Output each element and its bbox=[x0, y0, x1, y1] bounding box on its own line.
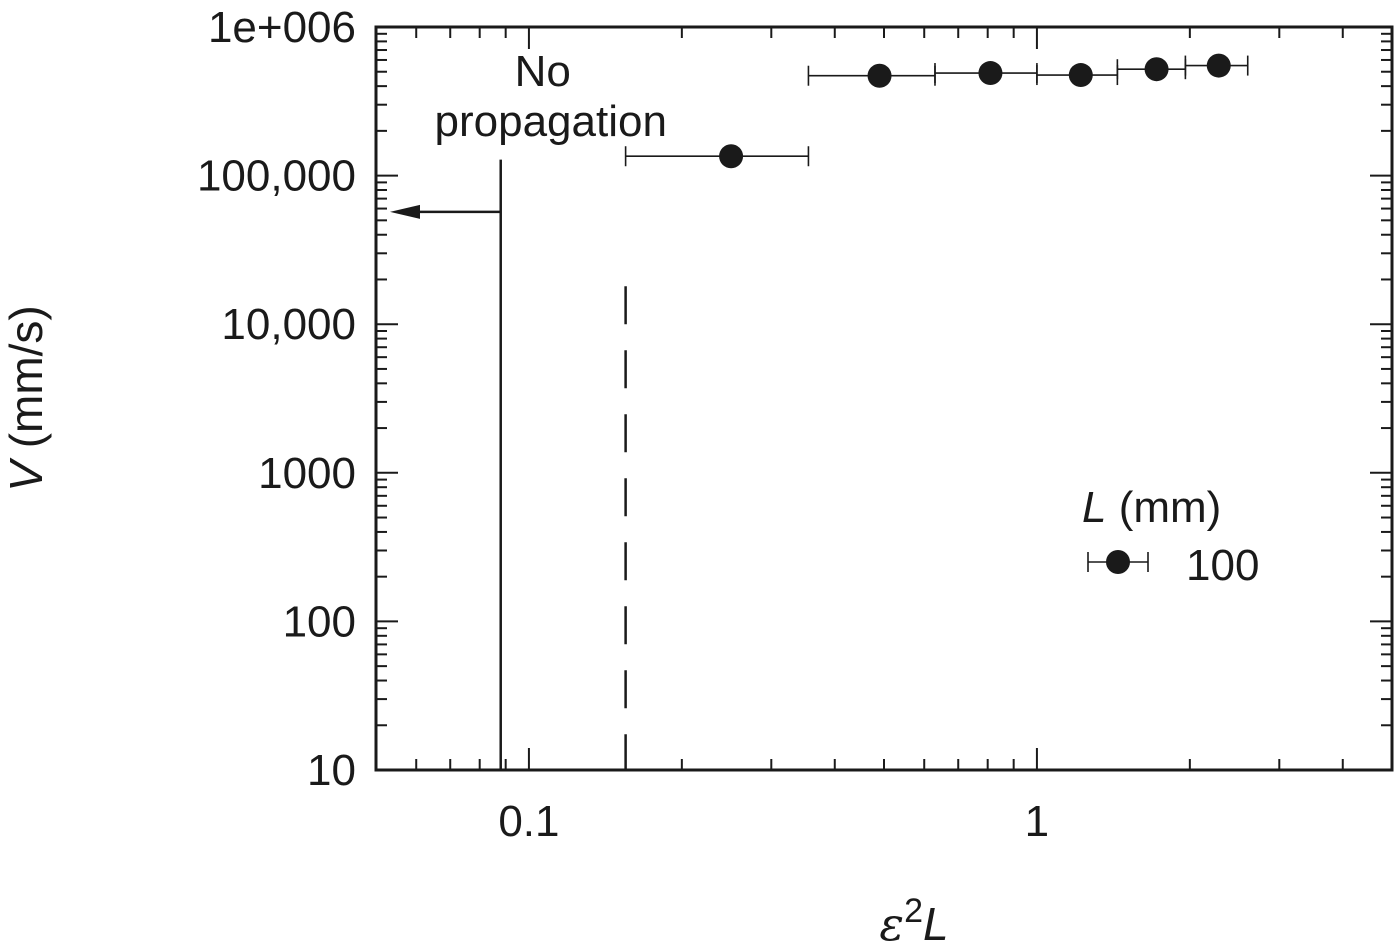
y-axis-label: V (mm/s) bbox=[0, 305, 52, 492]
x-axis-label-sup: 2 bbox=[904, 892, 923, 930]
legend-marker bbox=[1106, 550, 1130, 574]
data-marker bbox=[867, 63, 892, 88]
y-axis-label-unit: (mm/s) bbox=[0, 305, 52, 461]
y-tick-label: 1e+006 bbox=[208, 3, 356, 52]
plot-frame bbox=[374, 25, 1394, 772]
data-marker bbox=[978, 61, 1003, 86]
y-tick-label: 100 bbox=[283, 597, 356, 646]
data-point bbox=[807, 63, 936, 88]
x-axis-label-symbol: ε bbox=[879, 897, 904, 950]
y-tick-label: 10,000 bbox=[221, 300, 356, 349]
data-point bbox=[1184, 53, 1249, 78]
x-tick-label: 0.1 bbox=[498, 797, 559, 846]
data-marker bbox=[1068, 63, 1093, 88]
data-point bbox=[1036, 63, 1119, 88]
data-point bbox=[934, 61, 1038, 86]
data-marker bbox=[719, 144, 744, 169]
legend: L (mm) 100 bbox=[1082, 483, 1259, 590]
legend-title-var: L bbox=[1082, 483, 1106, 532]
data-point bbox=[624, 144, 810, 169]
y-tick-label: 1000 bbox=[258, 449, 356, 498]
y-axis-label-var: V bbox=[0, 457, 52, 492]
data-point bbox=[1116, 57, 1187, 82]
no-propagation-line1: No bbox=[515, 47, 571, 96]
tick-layer: 0.1 1 10 100 1000 10,000 100,000 1e+006 bbox=[197, 3, 1393, 846]
no-propagation-arrow-head bbox=[390, 204, 420, 219]
data-marker bbox=[1206, 53, 1231, 78]
data-marker bbox=[1144, 57, 1169, 82]
x-axis-label: ε2L bbox=[879, 892, 948, 950]
legend-entry: 100 bbox=[1186, 541, 1259, 590]
no-propagation-line2: propagation bbox=[435, 97, 667, 146]
data-layer bbox=[624, 53, 1249, 169]
x-tick-label: 1 bbox=[1025, 797, 1049, 846]
y-tick-label: 10 bbox=[307, 746, 356, 795]
x-axis-label-var: L bbox=[923, 898, 949, 950]
legend-title: L (mm) bbox=[1082, 483, 1221, 532]
reference-lines bbox=[390, 159, 627, 770]
y-tick-label: 100,000 bbox=[197, 152, 356, 201]
legend-title-unit: (mm) bbox=[1106, 483, 1221, 532]
